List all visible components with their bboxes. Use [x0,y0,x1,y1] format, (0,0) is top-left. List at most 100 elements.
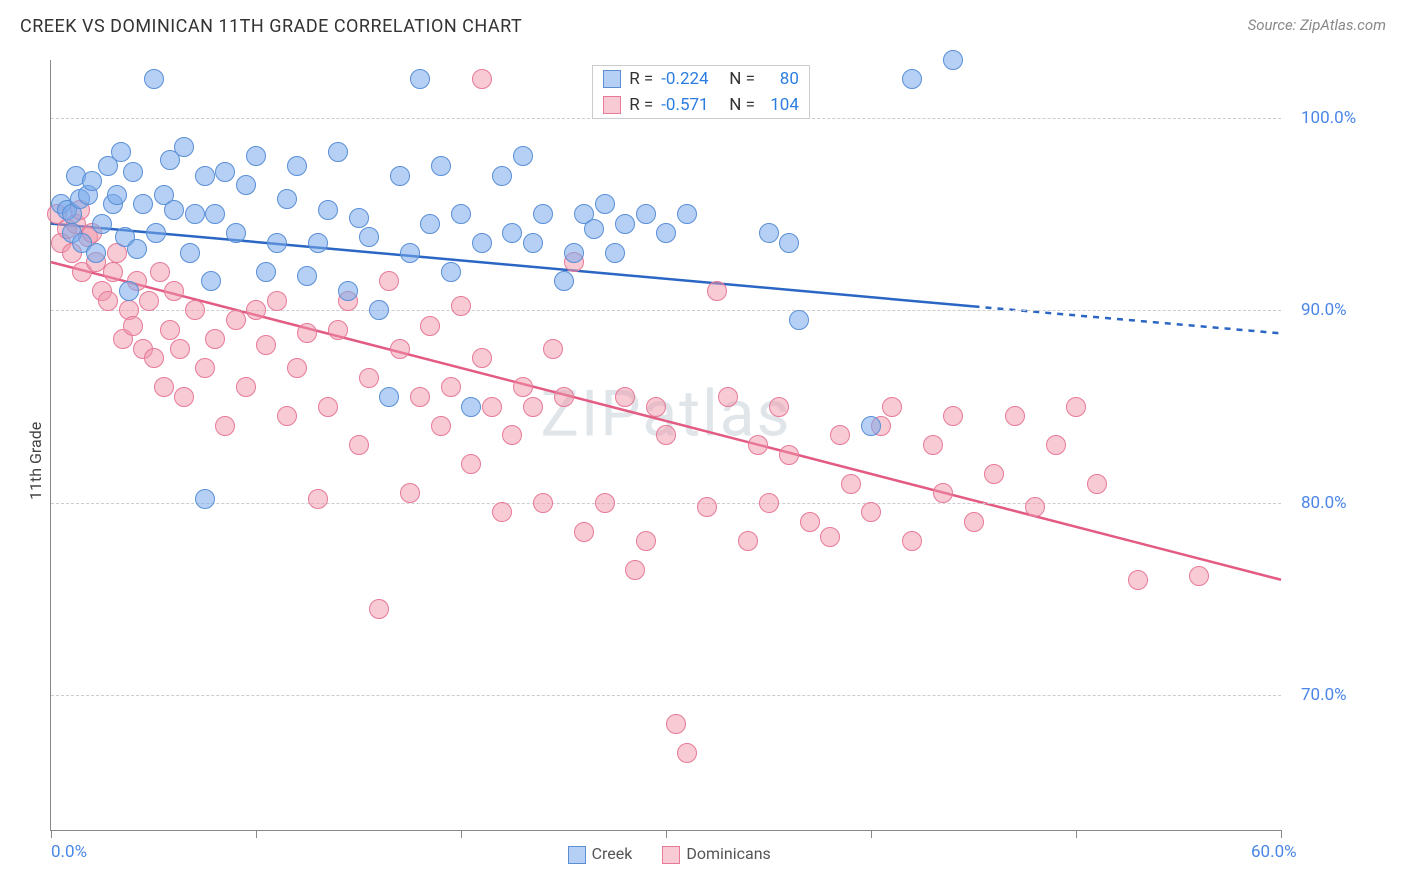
data-point-creek [185,204,205,224]
data-point-dominicans [482,397,502,417]
gridline [51,695,1281,696]
data-point-dominicans [451,296,471,316]
data-point-dominicans [328,320,348,340]
data-point-creek [297,266,317,286]
legend-item-dominicans: Dominicans [662,844,770,864]
data-point-dominicans [625,560,645,580]
data-point-dominicans [195,358,215,378]
data-point-creek [369,300,389,320]
data-point-creek [215,162,235,182]
data-point-creek [195,489,215,509]
data-point-creek [308,233,328,253]
stat-row-dominicans: R =-0.571N =104 [593,92,809,118]
data-point-creek [595,194,615,214]
x-tick-label: 0.0% [51,842,87,862]
data-point-creek [123,162,143,182]
data-point-dominicans [297,323,317,343]
data-point-dominicans [379,271,399,291]
data-point-dominicans [174,387,194,407]
data-point-dominicans [103,262,123,282]
data-point-creek [111,142,131,162]
data-point-dominicans [554,387,574,407]
data-point-dominicans [615,387,635,407]
data-point-creek [359,227,379,247]
chart-title: CREEK VS DOMINICAN 11TH GRADE CORRELATIO… [20,16,522,37]
data-point-creek [277,189,297,209]
plot-area: ZIPatlas R =-0.224N =80R =-0.571N =104 C… [50,60,1281,831]
data-point-creek [461,397,481,417]
y-tick-label: 100.0% [1301,108,1356,128]
data-point-dominicans [513,377,533,397]
stat-row-creek: R =-0.224N =80 [593,66,809,92]
data-point-dominicans [139,291,159,311]
data-point-dominicans [923,435,943,455]
data-point-creek [636,204,656,224]
stat-r-label: R = [629,95,653,115]
data-point-creek [523,233,543,253]
data-point-dominicans [461,454,481,474]
data-point-dominicans [267,291,287,311]
data-point-dominicans [830,425,850,445]
legend-label-creek: Creek [592,844,633,863]
data-point-creek [513,146,533,166]
x-tick [666,830,667,838]
data-point-dominicans [769,397,789,417]
data-point-dominicans [185,300,205,320]
x-tick [51,830,52,838]
data-point-dominicans [236,377,256,397]
x-tick [1076,830,1077,838]
data-point-dominicans [707,281,727,301]
data-point-creek [533,204,553,224]
stat-n-value-dominicans: 104 [763,95,799,115]
data-point-creek [86,243,106,263]
data-point-dominicans [277,406,297,426]
data-point-creek [615,214,635,234]
data-point-creek [174,137,194,157]
data-point-dominicans [697,497,717,517]
data-point-creek [943,50,963,70]
data-point-dominicans [1066,397,1086,417]
data-point-dominicans [160,320,180,340]
stat-n-label: N = [729,69,755,89]
data-point-dominicans [943,406,963,426]
data-point-dominicans [882,397,902,417]
data-point-creek [144,69,164,89]
data-point-creek [133,194,153,214]
gridline [51,118,1281,119]
data-point-dominicans [543,339,563,359]
data-point-creek [420,214,440,234]
data-point-creek [492,166,512,186]
data-point-creek [410,69,430,89]
x-tick [461,830,462,838]
data-point-dominicans [359,368,379,388]
data-point-creek [205,204,225,224]
stat-n-label: N = [729,95,755,115]
stat-swatch-dominicans [603,96,621,114]
data-point-creek [246,146,266,166]
y-axis-title: 11th Grade [26,422,45,500]
data-point-dominicans [1025,497,1045,517]
stat-r-label: R = [629,69,653,89]
data-point-dominicans [646,397,666,417]
data-point-creek [82,171,102,191]
data-point-creek [861,416,881,436]
data-point-dominicans [748,435,768,455]
data-point-dominicans [1005,406,1025,426]
data-point-creek [180,243,200,263]
data-point-dominicans [472,69,492,89]
data-point-dominicans [861,502,881,522]
x-tick [1281,830,1282,838]
data-point-dominicans [400,483,420,503]
data-point-dominicans [170,339,190,359]
data-point-creek [400,243,420,263]
data-point-creek [287,156,307,176]
legend-item-creek: Creek [568,844,633,864]
data-point-creek [267,233,287,253]
data-point-creek [554,271,574,291]
data-point-dominicans [1189,566,1209,586]
data-point-creek [779,233,799,253]
data-point-creek [236,175,256,195]
stats-box: R =-0.224N =80R =-0.571N =104 [592,65,810,119]
data-point-dominicans [1087,474,1107,494]
data-point-dominicans [308,489,328,509]
